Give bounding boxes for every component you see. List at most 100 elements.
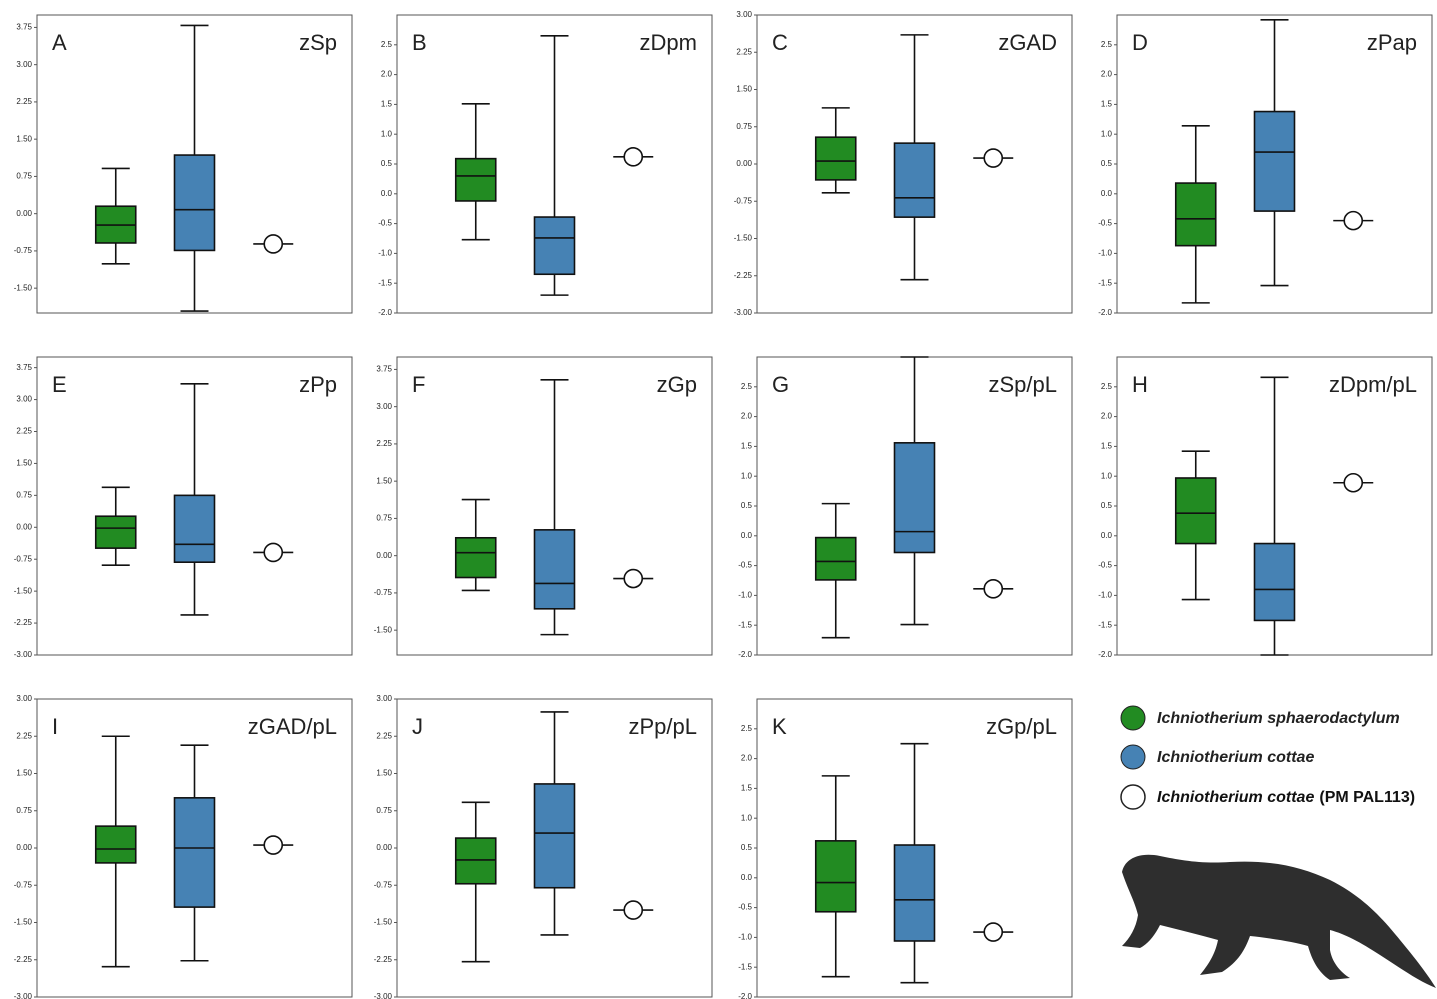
panel: 2.52.01.51.00.50.0-0.5-1.0-1.5-2.0BzDpm	[378, 15, 712, 317]
y-tick-label: 1.0	[381, 129, 393, 138]
box	[1255, 544, 1295, 621]
y-tick-label: 2.25	[376, 731, 392, 740]
y-tick-label: 3.75	[16, 363, 32, 372]
point	[264, 235, 282, 253]
y-tick-label: -3.00	[374, 992, 393, 999]
legend-marker	[1121, 706, 1145, 730]
y-tick-label: 0.75	[376, 806, 392, 815]
point	[1344, 212, 1362, 230]
box	[816, 137, 856, 180]
box	[1176, 478, 1216, 544]
y-tick-label: -2.0	[738, 992, 752, 999]
y-tick-label: -1.5	[738, 962, 752, 971]
panel-letter: C	[772, 30, 788, 55]
legend-label: Ichniotherium sphaerodactylum	[1157, 710, 1400, 727]
y-tick-label: 0.0	[381, 189, 393, 198]
y-tick-label: -3.00	[734, 308, 753, 317]
y-tick-label: 1.5	[1101, 100, 1113, 109]
y-tick-label: 3.00	[16, 395, 32, 404]
y-tick-label: -1.50	[734, 234, 753, 243]
panel-letter: H	[1132, 372, 1148, 397]
box	[456, 159, 496, 201]
panel-title: zSp	[299, 30, 337, 55]
y-tick-label: -3.00	[14, 992, 33, 999]
point	[984, 149, 1002, 167]
silhouette	[1122, 855, 1436, 988]
panel-title: zSp/pL	[989, 372, 1058, 397]
point	[624, 901, 642, 919]
panel: 2.52.01.51.00.50.0-0.5-1.0-1.5-2.0GzSp/p…	[738, 357, 1072, 659]
legend: Ichniotherium sphaerodactylum Ichniother…	[1121, 706, 1415, 809]
y-tick-label: 2.0	[1101, 70, 1113, 79]
y-tick-label: 3.00	[376, 402, 392, 411]
y-tick-label: -0.5	[738, 903, 752, 912]
y-tick-label: -2.0	[1098, 650, 1112, 659]
box	[456, 838, 496, 884]
y-tick-label: -1.0	[1098, 591, 1112, 600]
y-tick-label: 3.75	[16, 23, 32, 32]
y-tick-label: 3.00	[16, 694, 32, 703]
y-tick-label: 0.00	[16, 522, 32, 531]
y-tick-label: -1.50	[14, 283, 33, 292]
y-tick-label: -2.0	[738, 650, 752, 659]
y-tick-label: -0.5	[1098, 219, 1112, 228]
box	[96, 516, 136, 548]
y-tick-label: -1.0	[738, 933, 752, 942]
box	[816, 841, 856, 912]
y-tick-label: -0.5	[378, 219, 392, 228]
y-tick-label: 2.5	[1101, 382, 1113, 391]
y-tick-label: 1.0	[741, 813, 753, 822]
y-tick-label: 0.0	[741, 873, 753, 882]
y-tick-label: -0.75	[14, 246, 33, 255]
y-tick-label: 1.50	[16, 769, 32, 778]
panel-letter: E	[52, 372, 67, 397]
y-tick-label: -1.50	[374, 625, 393, 634]
panel-title: zPp/pL	[629, 714, 698, 739]
box	[535, 217, 575, 274]
box	[895, 845, 935, 941]
panel-title: zGAD	[998, 30, 1057, 55]
y-tick-label: -2.25	[14, 618, 33, 627]
y-tick-label: 0.00	[16, 843, 32, 852]
point	[264, 836, 282, 854]
y-tick-label: -1.0	[1098, 249, 1112, 258]
box	[456, 538, 496, 578]
y-tick-label: 0.5	[381, 159, 393, 168]
y-tick-label: -0.5	[1098, 561, 1112, 570]
y-tick-label: 2.0	[381, 70, 393, 79]
y-tick-label: 0.75	[736, 122, 752, 131]
y-tick-label: -2.25	[734, 271, 753, 280]
y-tick-label: 3.00	[736, 10, 752, 19]
panel-title: zPap	[1367, 30, 1417, 55]
y-tick-label: 1.5	[1101, 442, 1113, 451]
y-tick-label: -1.5	[378, 278, 392, 287]
y-tick-label: 2.25	[736, 47, 752, 56]
panel: 3.753.002.251.500.750.00-0.75-1.50-2.25-…	[14, 357, 352, 659]
box	[175, 495, 215, 562]
y-tick-label: 2.5	[741, 724, 753, 733]
y-tick-label: 1.5	[741, 784, 753, 793]
y-tick-label: 1.50	[376, 769, 392, 778]
panel-letter: B	[412, 30, 427, 55]
y-tick-label: 1.5	[381, 100, 393, 109]
panel-letter: A	[52, 30, 67, 55]
y-tick-label: 0.00	[736, 159, 752, 168]
y-tick-label: 1.0	[1101, 471, 1113, 480]
y-tick-label: 2.0	[741, 754, 753, 763]
panel: 3.002.251.500.750.00-0.75-1.50-2.25-3.00…	[734, 10, 1072, 317]
panel-letter: D	[1132, 30, 1148, 55]
legend-marker	[1121, 745, 1145, 769]
box	[175, 798, 215, 907]
y-tick-label: 0.0	[1101, 189, 1113, 198]
y-tick-label: -0.75	[374, 880, 393, 889]
y-tick-label: 1.50	[16, 134, 32, 143]
panel-title: zDpm/pL	[1329, 372, 1417, 397]
y-tick-label: 1.50	[16, 459, 32, 468]
y-tick-label: -1.50	[14, 586, 33, 595]
box	[1176, 183, 1216, 246]
y-tick-label: 0.5	[741, 843, 753, 852]
y-tick-label: 1.50	[376, 476, 392, 485]
y-tick-label: -2.25	[14, 955, 33, 964]
